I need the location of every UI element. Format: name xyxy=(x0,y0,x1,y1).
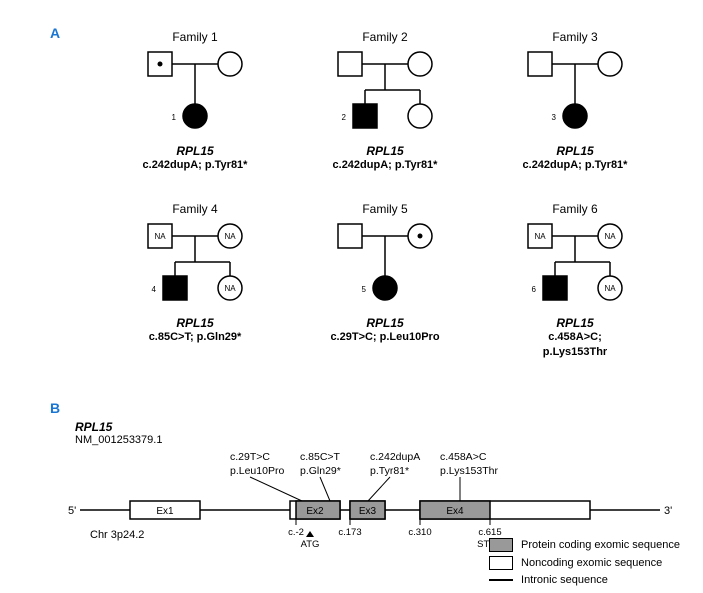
svg-text:NA: NA xyxy=(534,232,546,241)
svg-text:6: 6 xyxy=(532,285,537,294)
svg-text:Ex4: Ex4 xyxy=(446,506,464,517)
svg-text:Ex1: Ex1 xyxy=(156,506,174,517)
mutation-label: c.458A>C;p.Lys153Thr xyxy=(543,330,607,359)
svg-text:c.310: c.310 xyxy=(408,527,431,538)
mutation-label: c.29T>C; p.Leu10Pro xyxy=(330,330,439,344)
svg-text:c.-2: c.-2 xyxy=(288,527,304,538)
svg-text:Ex2: Ex2 xyxy=(306,506,324,517)
pedigree-svg: 5 xyxy=(310,222,460,312)
svg-text:5: 5 xyxy=(362,285,367,294)
svg-text:5': 5' xyxy=(68,505,76,517)
gene-label: RPL15 xyxy=(176,316,213,330)
gene-name: RPL15 xyxy=(75,420,680,434)
legend-noncoding-icon xyxy=(489,556,513,570)
mutation-label: c.242dupA; p.Tyr81* xyxy=(333,158,438,172)
family-block: Family 1 1 RPL15 c.242dupA; p.Tyr81* xyxy=(110,30,280,172)
pedigree-svg: NA NA 4 NA xyxy=(120,222,270,312)
family-title: Family 5 xyxy=(362,202,407,216)
refseq-id: NM_001253379.1 xyxy=(75,434,680,446)
legend-intronic-label: Intronic sequence xyxy=(521,574,608,586)
svg-text:2: 2 xyxy=(342,113,347,122)
gene-label: RPL15 xyxy=(366,144,403,158)
svg-text:4: 4 xyxy=(152,285,157,294)
gene-label: RPL15 xyxy=(556,316,593,330)
svg-text:p.Lys153Thr: p.Lys153Thr xyxy=(440,465,498,477)
svg-text:NA: NA xyxy=(154,232,166,241)
svg-text:NA: NA xyxy=(224,232,236,241)
svg-text:c.242dupA: c.242dupA xyxy=(370,451,420,463)
gene-schematic-panel: RPL15 NM_001253379.1 5' 3' Chr 3p24.2 c.29T… xyxy=(60,420,680,570)
svg-text:NA: NA xyxy=(604,232,616,241)
pedigree-panel: Family 1 1 RPL15 c.242dupA; p.Tyr81* Fam… xyxy=(110,30,660,359)
family-title: Family 3 xyxy=(552,30,597,44)
svg-text:p.Leu10Pro: p.Leu10Pro xyxy=(230,465,284,477)
svg-text:p.Tyr81*: p.Tyr81* xyxy=(370,465,409,477)
pedigree-svg: 1 xyxy=(120,50,270,140)
mutation-label: c.242dupA; p.Tyr81* xyxy=(523,158,628,172)
legend: Protein coding exomic sequence Noncoding… xyxy=(489,538,680,590)
panel-a-label: A xyxy=(50,25,60,41)
svg-text:Ex3: Ex3 xyxy=(359,506,377,517)
svg-text:p.Gln29*: p.Gln29* xyxy=(300,465,341,477)
family-title: Family 4 xyxy=(172,202,217,216)
svg-text:NA: NA xyxy=(604,284,616,293)
gene-label: RPL15 xyxy=(176,144,213,158)
family-block: Family 4 NA NA 4 NA RPL15 c.85C>T; p.Gln29* xyxy=(110,202,280,359)
pedigree-svg: 2 xyxy=(310,50,460,140)
pedigree-svg: NA NA 6 NA xyxy=(500,222,650,312)
family-block: Family 3 3 RPL15 c.242dupA; p.Tyr81* xyxy=(490,30,660,172)
svg-text:c.458A>C: c.458A>C xyxy=(440,451,487,463)
svg-text:1: 1 xyxy=(172,113,177,122)
svg-text:c.29T>C: c.29T>C xyxy=(230,451,270,463)
legend-coding-label: Protein coding exomic sequence xyxy=(521,539,680,551)
mutation-label: c.242dupA; p.Tyr81* xyxy=(143,158,248,172)
mutation-label: c.85C>T; p.Gln29* xyxy=(149,330,242,344)
gene-label: RPL15 xyxy=(366,316,403,330)
svg-text:Chr 3p24.2: Chr 3p24.2 xyxy=(90,529,144,541)
svg-text:3': 3' xyxy=(664,505,672,517)
legend-intronic-icon xyxy=(489,579,513,581)
svg-text:NA: NA xyxy=(224,284,236,293)
family-title: Family 6 xyxy=(552,202,597,216)
svg-text:c.85C>T: c.85C>T xyxy=(300,451,341,463)
panel-b-label: B xyxy=(50,400,60,416)
pedigree-svg: 3 xyxy=(500,50,650,140)
family-title: Family 2 xyxy=(362,30,407,44)
gene-label: RPL15 xyxy=(556,144,593,158)
family-title: Family 1 xyxy=(172,30,217,44)
family-block: Family 2 2 RPL15 c.242dupA; p.Tyr81* xyxy=(300,30,470,172)
svg-text:c.615: c.615 xyxy=(478,527,501,538)
family-block: Family 5 5 RPL15 c.29T>C; p.Leu10Pro xyxy=(300,202,470,359)
legend-coding-icon xyxy=(489,538,513,552)
family-block: Family 6 NA NA 6 NA RPL15 c.458A>C;p.Lys153… xyxy=(490,202,660,359)
svg-text:ATG: ATG xyxy=(301,539,320,550)
legend-noncoding-label: Noncoding exomic sequence xyxy=(521,557,662,569)
svg-text:c.173: c.173 xyxy=(338,527,361,538)
svg-text:3: 3 xyxy=(552,113,557,122)
